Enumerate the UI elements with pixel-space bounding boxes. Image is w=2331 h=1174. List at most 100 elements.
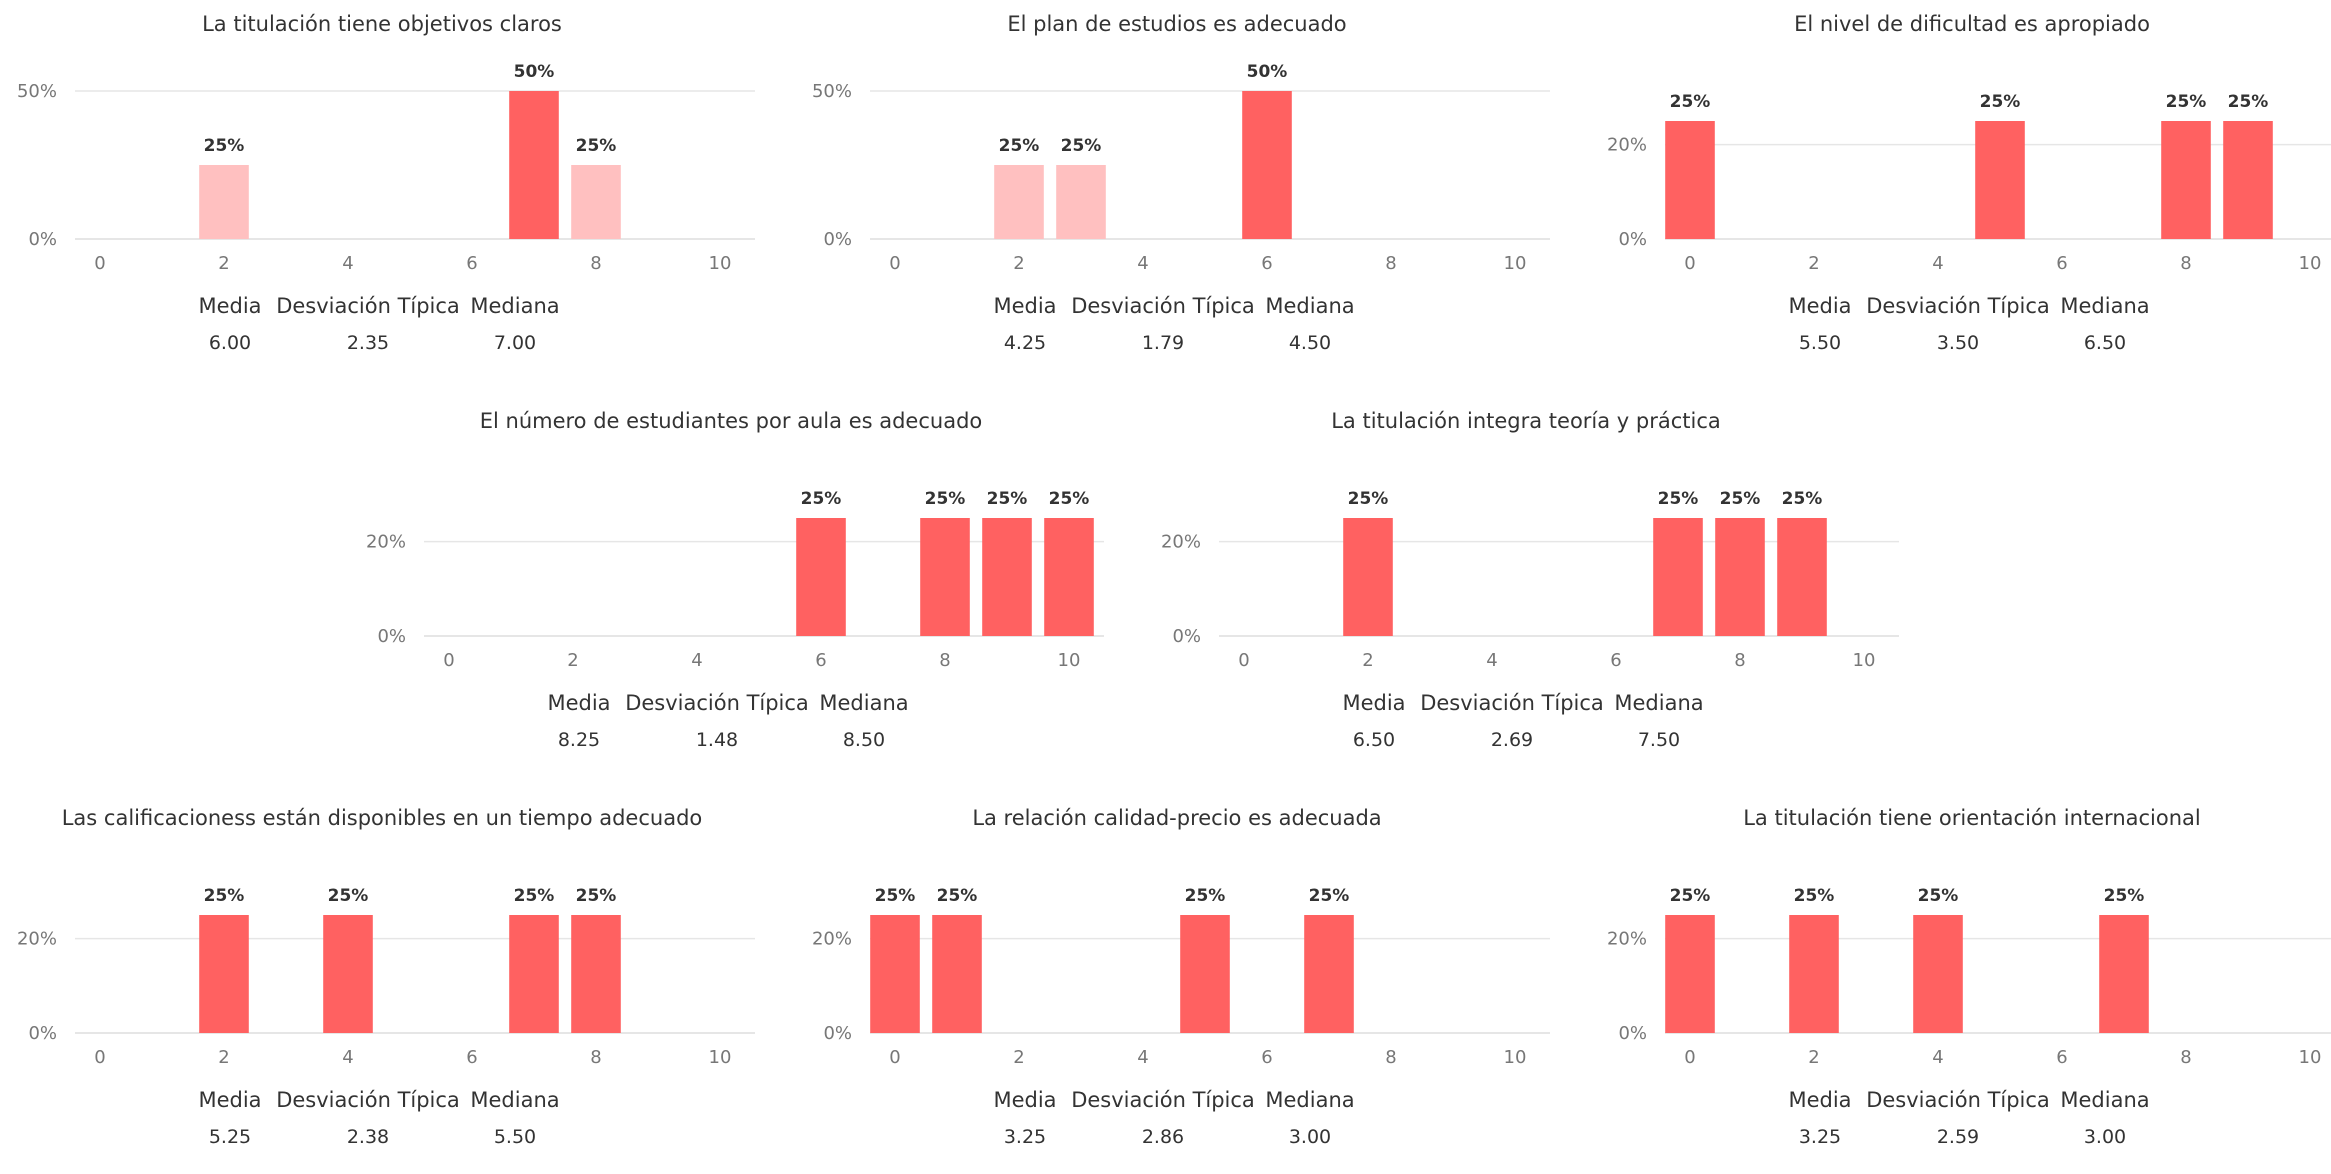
stat-value: 7.50 xyxy=(1637,729,1681,751)
bar-data-label: 25% xyxy=(1670,886,1711,906)
bar[interactable] xyxy=(870,915,920,1033)
stat-value: 5.50 xyxy=(493,1126,537,1148)
bar[interactable] xyxy=(1044,518,1094,636)
chart-panel: El número de estudiantes por aula es ade… xyxy=(349,397,1113,777)
bar[interactable] xyxy=(2099,915,2149,1033)
bar-chart: La relación calidad-precio es adecuada 0%… xyxy=(812,806,1550,1068)
stat-label: Media xyxy=(198,1088,262,1112)
x-tick-label: 2 xyxy=(1808,1047,1819,1068)
stat-value: 2.38 xyxy=(346,1126,390,1148)
bar-data-label: 25% xyxy=(1049,489,1090,509)
bar[interactable] xyxy=(796,518,846,636)
x-tick-label: 0 xyxy=(1684,1047,1695,1068)
stat-label: Desviación Típica xyxy=(1866,1088,2050,1112)
bar[interactable] xyxy=(571,165,621,239)
chart-panel: La titulación tiene objetivos claros 0% 50… xyxy=(0,0,764,380)
x-tick-label: 6 xyxy=(1610,650,1621,671)
bar[interactable] xyxy=(994,165,1044,239)
chart-panel: La titulación integra teoría y práctica 0… xyxy=(1144,397,1908,777)
stat-value: 5.25 xyxy=(208,1126,252,1148)
stat-value: 2.86 xyxy=(1141,1126,1185,1148)
stat-label: Mediana xyxy=(1265,1088,1355,1112)
x-tick-label: 4 xyxy=(342,253,353,274)
bar-data-label: 25% xyxy=(2228,92,2269,112)
bar[interactable] xyxy=(509,91,559,239)
x-tick-label: 2 xyxy=(1362,650,1373,671)
bar[interactable] xyxy=(1304,915,1354,1033)
stat-label: Media xyxy=(1788,1088,1852,1112)
stats-row: Media 6.50 Desviación Típica 2.69 Mediana 7.5… xyxy=(1324,689,1724,769)
bar[interactable] xyxy=(1343,518,1393,636)
x-tick-label: 0 xyxy=(94,253,105,274)
bar-data-label: 25% xyxy=(1658,489,1699,509)
bar[interactable] xyxy=(1056,165,1106,239)
bar[interactable] xyxy=(509,915,559,1033)
stat-sd: Desviación Típica 3.50 xyxy=(1858,292,2058,356)
bar[interactable] xyxy=(571,915,621,1033)
stat-value: 8.50 xyxy=(842,729,886,751)
bar[interactable] xyxy=(1975,121,2025,239)
y-tick-label: 0% xyxy=(377,626,406,647)
bar-data-label: 50% xyxy=(514,62,555,82)
bar[interactable] xyxy=(1653,518,1703,636)
bar[interactable] xyxy=(323,915,373,1033)
bar[interactable] xyxy=(920,518,970,636)
bar-chart: El plan de estudios es adecuado 0% 50% 0 2 4 6… xyxy=(812,12,1550,274)
x-tick-label: 8 xyxy=(2180,1047,2191,1068)
x-tick-label: 10 xyxy=(1504,1047,1527,1068)
stat-sd: Desviación Típica 1.79 xyxy=(1063,292,1263,356)
chart-title: El plan de estudios es adecuado xyxy=(1007,12,1346,36)
stat-median: Mediana 6.50 xyxy=(2005,292,2205,356)
chart-title: La titulación tiene objetivos claros xyxy=(202,12,562,36)
bar[interactable] xyxy=(932,915,982,1033)
bar-data-label: 25% xyxy=(1720,489,1761,509)
bar-data-label: 25% xyxy=(875,886,916,906)
stat-median: Mediana 3.00 xyxy=(2005,1086,2205,1150)
stat-mean: Media 4.25 xyxy=(925,292,1125,356)
x-tick-label: 0 xyxy=(1238,650,1249,671)
bar-chart: Las calificacioness están disponibles en… xyxy=(17,806,755,1068)
bar-chart: El nivel de dificultad es apropiado 0% 20%… xyxy=(1607,12,2331,274)
bar[interactable] xyxy=(982,518,1032,636)
stat-value: 8.25 xyxy=(557,729,601,751)
stat-value: 1.48 xyxy=(695,729,739,751)
bar-data-label: 25% xyxy=(1980,92,2021,112)
chart-title: La titulación integra teoría y práctica xyxy=(1331,409,1721,433)
stats-row: Media 5.50 Desviación Típica 3.50 Mediana 6.5… xyxy=(1770,292,2170,372)
x-tick-label: 8 xyxy=(2180,253,2191,274)
bar-data-label: 25% xyxy=(1794,886,1835,906)
bar[interactable] xyxy=(1665,121,1715,239)
bar-data-label: 25% xyxy=(2166,92,2207,112)
x-tick-label: 6 xyxy=(1261,1047,1272,1068)
bar[interactable] xyxy=(2223,121,2273,239)
stat-median: Mediana 5.50 xyxy=(415,1086,615,1150)
bar-data-label: 25% xyxy=(801,489,842,509)
bar[interactable] xyxy=(2161,121,2211,239)
stat-sd: Desviación Típica 1.48 xyxy=(617,689,817,753)
stat-value: 3.00 xyxy=(2083,1126,2127,1148)
stat-value: 4.25 xyxy=(1003,332,1047,354)
stat-label: Desviación Típica xyxy=(1420,691,1604,715)
x-tick-label: 2 xyxy=(1808,253,1819,274)
chart-panel: La titulación tiene orientación internac… xyxy=(1590,794,2331,1174)
stats-row: Media 8.25 Desviación Típica 1.48 Mediana 8.5… xyxy=(529,689,929,769)
bar[interactable] xyxy=(1715,518,1765,636)
bar[interactable] xyxy=(1180,915,1230,1033)
bar[interactable] xyxy=(1665,915,1715,1033)
y-tick-label: 50% xyxy=(812,81,852,102)
x-tick-label: 0 xyxy=(443,650,454,671)
x-tick-label: 8 xyxy=(590,1047,601,1068)
bar[interactable] xyxy=(199,915,249,1033)
bar[interactable] xyxy=(1913,915,1963,1033)
bar[interactable] xyxy=(1789,915,1839,1033)
bar[interactable] xyxy=(199,165,249,239)
x-tick-label: 8 xyxy=(590,253,601,274)
bar[interactable] xyxy=(1242,91,1292,239)
stat-value: 2.35 xyxy=(346,332,390,354)
bar[interactable] xyxy=(1777,518,1827,636)
bar-chart: La titulación tiene objetivos claros 0% 50… xyxy=(17,12,755,274)
bar-data-label: 25% xyxy=(937,886,978,906)
stat-mean: Media 6.00 xyxy=(130,292,330,356)
stats-row: Media 6.00 Desviación Típica 2.35 Mediana 7.0… xyxy=(180,292,580,372)
stat-value: 3.25 xyxy=(1798,1126,1842,1148)
